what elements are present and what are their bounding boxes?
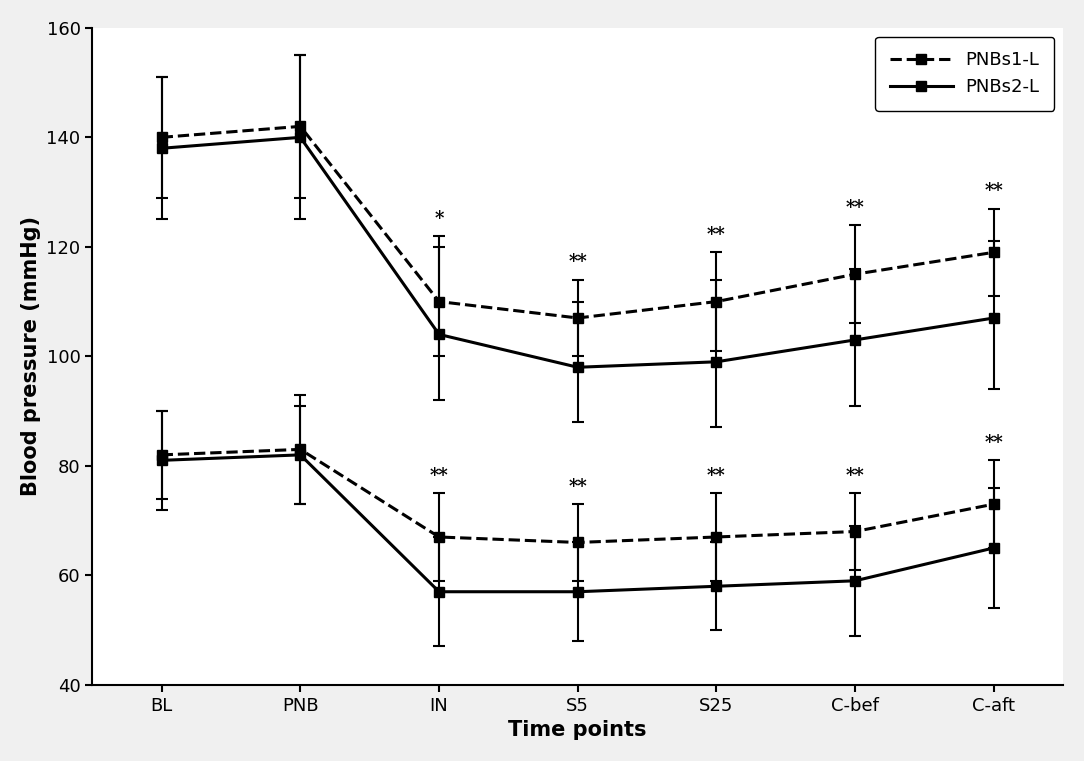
X-axis label: Time points: Time points bbox=[508, 720, 647, 740]
Legend: PNBs1-L, PNBs2-L: PNBs1-L, PNBs2-L bbox=[876, 37, 1054, 111]
Text: *: * bbox=[435, 210, 443, 228]
Text: **: ** bbox=[846, 199, 865, 217]
Text: **: ** bbox=[984, 434, 1003, 452]
Text: **: ** bbox=[707, 467, 726, 485]
Text: **: ** bbox=[568, 253, 588, 272]
Text: **: ** bbox=[984, 183, 1003, 200]
Text: **: ** bbox=[429, 467, 449, 485]
Y-axis label: Blood pressure (mmHg): Blood pressure (mmHg) bbox=[21, 216, 41, 496]
Text: **: ** bbox=[846, 467, 865, 485]
Text: **: ** bbox=[707, 226, 726, 244]
Text: **: ** bbox=[568, 478, 588, 496]
